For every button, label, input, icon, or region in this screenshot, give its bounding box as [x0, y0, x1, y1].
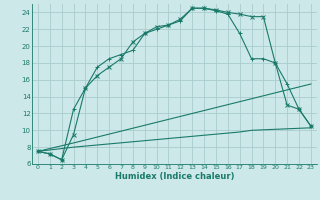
X-axis label: Humidex (Indice chaleur): Humidex (Indice chaleur) [115, 172, 234, 181]
